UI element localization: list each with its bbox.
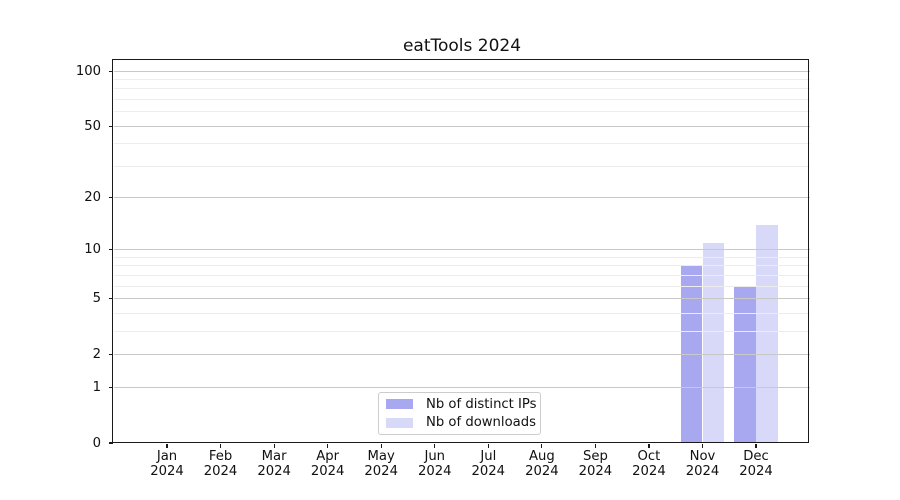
- x-tick-label: Nov 2024: [685, 449, 720, 479]
- gridline-minor: [114, 143, 810, 145]
- y-tick-mark: [108, 442, 113, 444]
- gridline-major: [114, 386, 810, 388]
- x-tick-label: Apr 2024: [310, 449, 345, 479]
- x-tick-label: Aug 2024: [525, 449, 559, 479]
- y-tick-mark: [108, 249, 113, 251]
- y-tick-mark: [108, 353, 113, 356]
- legend-label-distinct-ips: Nb of distinct IPs: [426, 396, 537, 412]
- x-tick-label: Sep 2024: [578, 449, 613, 479]
- legend-item-downloads: Nb of downloads: [386, 415, 540, 430]
- x-tick-label: Feb 2024: [203, 449, 238, 479]
- x-tick-mark: [166, 443, 168, 448]
- x-tick-mark: [755, 443, 757, 448]
- gridline-major: [114, 197, 810, 199]
- x-tick-mark: [487, 443, 489, 448]
- x-tick-label: May 2024: [364, 449, 398, 479]
- x-tick-mark: [701, 443, 704, 448]
- gridline-major: [114, 70, 810, 72]
- x-tick-label: Mar 2024: [257, 449, 291, 479]
- gridline-minor: [114, 111, 810, 113]
- y-tick-label: 0: [92, 435, 101, 451]
- gridline-minor: [114, 312, 810, 314]
- x-tick-label: Jan 2024: [150, 449, 184, 479]
- legend-swatch-distinct-ips: [386, 399, 413, 409]
- x-tick-mark: [434, 443, 436, 448]
- y-tick-label: 1: [92, 379, 101, 395]
- gridline-minor: [114, 257, 810, 258]
- legend-swatch-downloads: [386, 418, 413, 428]
- gridline-minor: [114, 285, 810, 287]
- legend-item-distinct-ips: Nb of distinct IPs: [386, 397, 540, 412]
- y-tick-mark: [108, 298, 113, 300]
- y-tick-label: 10: [84, 242, 101, 258]
- x-tick-mark: [380, 443, 382, 448]
- gridline-minor: [114, 88, 810, 90]
- gridline-minor: [114, 330, 810, 332]
- y-tick-label: 100: [75, 63, 101, 79]
- y-tick-label: 50: [84, 118, 101, 134]
- x-tick-label: Dec 2024: [739, 449, 773, 479]
- gridline-minor: [114, 79, 810, 81]
- gridline-major: [114, 298, 810, 300]
- x-tick-mark: [273, 443, 275, 448]
- x-tick-mark: [541, 443, 543, 448]
- y-tick-label: 2: [92, 346, 101, 362]
- x-tick-label: Jun 2024: [417, 449, 452, 479]
- x-tick-mark: [219, 443, 222, 448]
- y-tick-mark: [108, 125, 113, 127]
- gridline-minor: [114, 274, 810, 276]
- x-tick-label: Jul 2024: [471, 449, 506, 479]
- gridline-minor: [114, 265, 810, 267]
- gridline-minor: [114, 99, 810, 101]
- chart-title: eatTools 2024: [402, 36, 522, 56]
- x-tick-mark: [648, 443, 650, 448]
- x-tick-label: Oct 2024: [632, 449, 666, 479]
- gridline-minor: [114, 165, 810, 167]
- bar-downloads-dec: [756, 224, 778, 443]
- bar-distinct-ips-dec: [734, 286, 757, 443]
- y-tick-mark: [108, 386, 113, 388]
- y-tick-mark: [108, 70, 113, 72]
- y-tick-label: 5: [92, 291, 101, 307]
- gridline-major: [114, 125, 810, 127]
- legend: Nb of distinct IPs Nb of downloads: [378, 392, 541, 435]
- legend-label-downloads: Nb of downloads: [426, 415, 536, 431]
- gridline-major: [114, 249, 810, 251]
- y-tick-label: 20: [84, 190, 101, 206]
- bar-downloads-nov: [702, 242, 725, 443]
- y-tick-mark: [108, 197, 113, 199]
- x-tick-mark: [327, 443, 329, 448]
- gridline-major: [114, 353, 810, 355]
- x-tick-mark: [594, 443, 596, 448]
